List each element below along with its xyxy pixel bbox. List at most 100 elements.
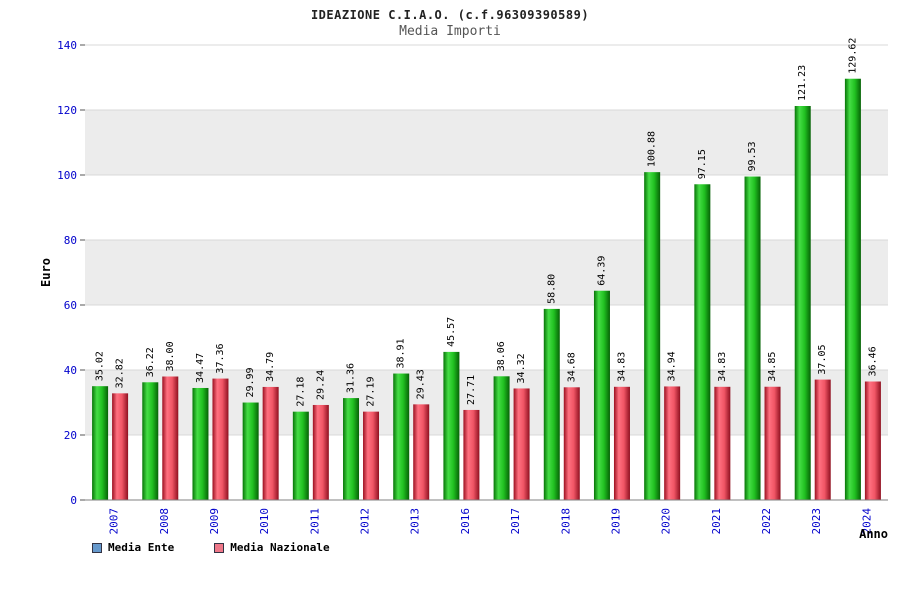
bar-value-label: 37.05 xyxy=(817,344,828,374)
x-tick-label-2024: 2024 xyxy=(860,508,873,535)
bar-value-label: 35.02 xyxy=(95,351,106,381)
x-tick-label-2020: 2020 xyxy=(660,508,673,535)
y-tick-label: 20 xyxy=(64,429,77,442)
bar-media-nazionale-2022 xyxy=(764,386,781,500)
legend-swatch-media-nazionale xyxy=(214,542,225,553)
bar-media-ente-2021 xyxy=(694,184,711,500)
bar-media-ente-2016 xyxy=(443,351,460,500)
bar-media-nazionale-2019 xyxy=(613,386,630,500)
x-tick-label-2019: 2019 xyxy=(609,508,622,535)
bar-media-nazionale-2020 xyxy=(664,386,681,500)
y-tick-label: 0 xyxy=(70,494,77,507)
bar-media-nazionale-2011 xyxy=(312,404,329,500)
bar-media-ente-2010 xyxy=(242,402,259,500)
bar-value-label: 129.62 xyxy=(847,38,858,74)
bar-value-label: 58.80 xyxy=(546,274,557,304)
x-tick-label-2011: 2011 xyxy=(308,508,321,535)
bar-media-ente-2007 xyxy=(92,386,109,500)
bar-value-label: 34.83 xyxy=(616,352,627,382)
x-tick-label-2013: 2013 xyxy=(409,508,422,535)
bar-media-nazionale-2016 xyxy=(463,409,480,500)
x-tick-label-2021: 2021 xyxy=(710,508,723,535)
bar-value-label: 34.32 xyxy=(516,353,527,383)
x-tick-label-2017: 2017 xyxy=(509,508,522,535)
y-tick-label: 100 xyxy=(57,169,77,182)
bar-media-ente-2023 xyxy=(794,106,811,500)
bar-media-nazionale-2007 xyxy=(112,393,129,500)
bar-media-ente-2012 xyxy=(343,398,360,500)
bar-media-nazionale-2023 xyxy=(814,379,831,500)
x-tick-label-2007: 2007 xyxy=(108,508,121,535)
bar-value-label: 38.00 xyxy=(165,341,176,371)
x-tick-label-2018: 2018 xyxy=(559,508,572,535)
x-tick-label-2008: 2008 xyxy=(158,508,171,535)
bar-value-label: 34.47 xyxy=(195,353,206,383)
bar-media-nazionale-2021 xyxy=(714,386,731,500)
bar-value-label: 29.43 xyxy=(416,369,427,399)
legend-swatch-media-ente xyxy=(92,542,102,553)
chart-subtitle: Media Importi xyxy=(399,24,501,39)
y-axis-title: Euro xyxy=(39,258,53,287)
x-tick-label-2009: 2009 xyxy=(208,508,221,535)
bar-media-nazionale-2012 xyxy=(363,411,380,500)
bar-value-label: 36.46 xyxy=(867,346,878,376)
legend-label-media-ente: Media Ente xyxy=(108,541,175,554)
bar-value-label: 38.91 xyxy=(396,338,407,368)
bar-value-label: 27.18 xyxy=(295,377,306,407)
x-tick-label-2010: 2010 xyxy=(258,508,271,535)
x-axis-title: Anno xyxy=(859,527,888,541)
bar-value-label: 27.19 xyxy=(366,377,377,407)
bar-value-label: 27.71 xyxy=(466,375,477,405)
bar-value-label: 37.36 xyxy=(215,343,226,373)
bar-value-label: 34.94 xyxy=(667,351,678,381)
bar-value-label: 121.23 xyxy=(797,65,808,101)
bar-media-nazionale-2013 xyxy=(413,404,430,500)
y-tick-label: 40 xyxy=(64,364,77,377)
bar-value-label: 45.57 xyxy=(446,317,457,347)
legend-item-media-nazionale: Media Nazionale xyxy=(214,541,330,554)
x-tick-label-2022: 2022 xyxy=(760,508,773,535)
bar-value-label: 34.83 xyxy=(717,352,728,382)
bar-media-nazionale-2010 xyxy=(262,386,279,500)
bar-media-ente-2013 xyxy=(393,373,410,500)
bar-media-nazionale-2008 xyxy=(162,376,179,500)
legend-label-media-nazionale: Media Nazionale xyxy=(230,541,330,554)
chart-legend: Media Ente Media Nazionale xyxy=(92,541,330,554)
bar-value-label: 34.79 xyxy=(265,352,276,382)
bar-value-label: 100.88 xyxy=(647,131,658,167)
plot-band xyxy=(85,110,888,175)
bar-value-label: 34.85 xyxy=(767,352,778,382)
bar-media-ente-2019 xyxy=(593,290,610,500)
bar-value-label: 32.82 xyxy=(115,358,126,388)
bar-value-label: 29.24 xyxy=(315,370,326,400)
bar-media-ente-2009 xyxy=(192,387,209,500)
bar-media-ente-2024 xyxy=(844,78,861,501)
bar-media-nazionale-2009 xyxy=(212,378,229,500)
bar-value-label: 64.39 xyxy=(596,256,607,286)
bar-value-label: 97.15 xyxy=(697,149,708,179)
x-tick-label-2012: 2012 xyxy=(359,508,372,535)
bar-media-nazionale-2017 xyxy=(513,388,530,500)
bar-media-ente-2018 xyxy=(543,308,560,500)
bar-media-ente-2022 xyxy=(744,176,761,500)
legend-item-media-ente: Media Ente xyxy=(92,541,174,554)
bar-value-label: 99.53 xyxy=(747,141,758,171)
y-tick-label: 80 xyxy=(64,234,77,247)
y-tick-label: 120 xyxy=(57,104,77,117)
bar-media-ente-2020 xyxy=(644,172,661,500)
bar-media-ente-2011 xyxy=(292,411,309,500)
bar-media-ente-2008 xyxy=(142,382,159,500)
bar-value-label: 36.22 xyxy=(145,347,156,377)
bar-media-ente-2017 xyxy=(493,376,510,500)
y-tick-label: 60 xyxy=(64,299,77,312)
chart-title: IDEAZIONE C.I.A.O. (c.f.96309390589) xyxy=(310,8,590,22)
bar-value-label: 29.99 xyxy=(245,367,256,397)
bar-value-label: 38.06 xyxy=(496,341,507,371)
bar-value-label: 34.68 xyxy=(566,352,577,382)
bar-media-nazionale-2018 xyxy=(563,387,580,500)
y-tick-label: 140 xyxy=(57,39,77,52)
x-tick-label-2023: 2023 xyxy=(810,508,823,535)
bar-media-nazionale-2024 xyxy=(864,381,881,500)
